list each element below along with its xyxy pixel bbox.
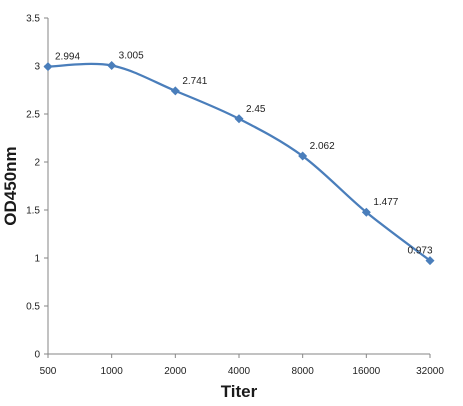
y-tick-label: 2 [34, 158, 40, 169]
data-point-marker [361, 207, 371, 217]
data-point-marker [298, 151, 308, 161]
x-tick-label: 8000 [292, 366, 315, 377]
x-tick-label: 500 [40, 366, 57, 377]
data-label: 2.994 [55, 52, 80, 63]
data-point-marker [425, 256, 435, 266]
y-tick-label: 2.5 [26, 110, 40, 121]
y-axis-ticks: 0 0.5 1 1.5 2 2.5 3 3.5 [26, 14, 48, 361]
data-point-marker [107, 61, 117, 71]
y-tick-label: 1 [34, 254, 40, 265]
data-label: 2.741 [182, 76, 207, 87]
y-tick-label: 1.5 [26, 206, 40, 217]
y-tick-label: 3 [34, 62, 40, 73]
data-point-marker [43, 62, 53, 72]
y-tick-label: 3.5 [26, 14, 40, 25]
x-axis-ticks: 500 1000 2000 4000 8000 16000 32000 [40, 354, 444, 377]
data-label: 2.062 [310, 141, 335, 152]
x-tick-label: 16000 [352, 366, 380, 377]
x-tick-label: 1000 [101, 366, 124, 377]
data-markers [43, 61, 435, 266]
data-label: 1.477 [373, 197, 398, 208]
y-axis-title: OD450nm [1, 146, 20, 225]
y-tick-label: 0 [34, 350, 40, 361]
data-point-marker [170, 86, 180, 96]
y-tick-label: 0.5 [26, 302, 40, 313]
x-tick-label: 32000 [416, 366, 444, 377]
data-label: 3.005 [119, 51, 144, 62]
x-axis-title: Titer [221, 382, 258, 401]
data-label: 2.45 [246, 104, 266, 115]
x-tick-label: 2000 [164, 366, 187, 377]
data-label: 0.973 [407, 246, 432, 257]
data-point-marker [234, 114, 244, 124]
series-line [47, 62, 431, 262]
x-tick-label: 4000 [228, 366, 251, 377]
data-labels: 2.994 3.005 2.741 2.45 2.062 1.477 0.973 [55, 51, 433, 257]
axes [47, 18, 430, 355]
